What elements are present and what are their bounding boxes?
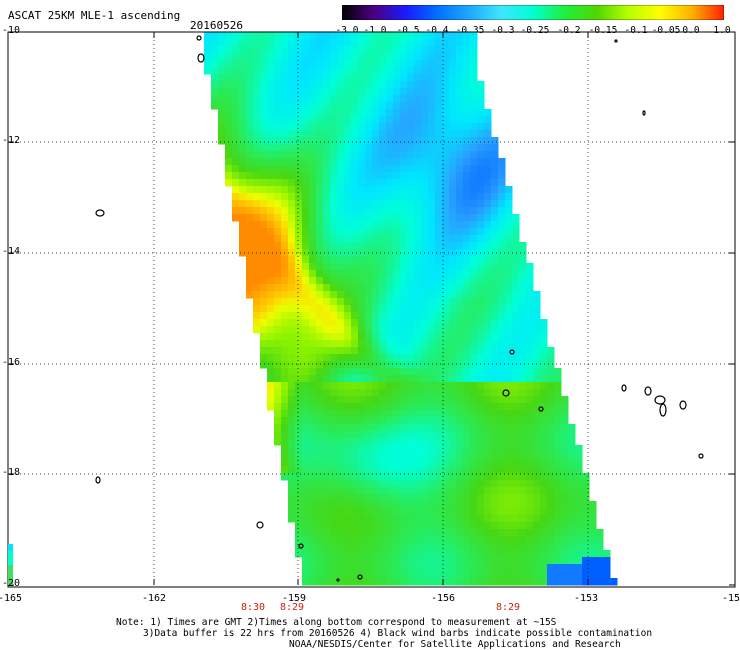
time-tick-label: 8:29 bbox=[495, 602, 521, 613]
note-line-3: NOAA/NESDIS/Center for Satellite Applica… bbox=[289, 639, 621, 650]
latitude-tick-label: -14 bbox=[2, 246, 21, 257]
longitude-tick-label: -150 bbox=[721, 593, 740, 604]
map-title: ASCAT 25KM MLE-1 ascending bbox=[8, 9, 181, 22]
colorbar-tick-label: -0.4 bbox=[425, 25, 449, 36]
latitude-tick-label: -18 bbox=[2, 467, 21, 478]
longitude-tick-label: -165 bbox=[0, 593, 23, 604]
colorbar-tick-label: 1.0 bbox=[713, 25, 731, 36]
latitude-tick-label: -16 bbox=[2, 357, 21, 368]
colorbar-tick-label: -0.5 bbox=[396, 25, 420, 36]
time-tick-label: 8:29 bbox=[279, 602, 305, 613]
colorbar-gradient bbox=[342, 5, 724, 20]
colorbar-tick-label: -0.1 bbox=[624, 25, 648, 36]
wind-swath bbox=[204, 32, 618, 586]
colorbar-tick-label: -0.2 bbox=[557, 25, 581, 36]
colorbar-labels: -3.0 -1.0 -0.5 -0.4 -0.35 -0.3 -0.25 -0.2 -0.15-… bbox=[330, 25, 740, 37]
map-date: 20160526 bbox=[190, 19, 243, 32]
left-color-strip bbox=[8, 544, 13, 585]
colorbar-tick-label: -0.05 bbox=[651, 25, 681, 36]
note-line-2: 3)Data buffer is 22 hrs from 20160526 4)… bbox=[143, 628, 653, 639]
colorbar-tick-label: -3.0 bbox=[335, 25, 359, 36]
latitude-tick-label: -10 bbox=[2, 25, 21, 36]
time-tick-label: 8:30 bbox=[240, 602, 266, 613]
note-line-1: Note: 1) Times are GMT 2)Times along bot… bbox=[116, 617, 557, 628]
colorbar-tick-label: -0.15 bbox=[588, 25, 618, 36]
longitude-tick-label: -159 bbox=[281, 593, 307, 604]
colorbar-tick-label: -0.25 bbox=[520, 25, 550, 36]
colorbar-tick-label: 0.0 bbox=[682, 25, 700, 36]
colorbar-tick-label: -0.35 bbox=[455, 25, 485, 36]
latitude-tick-label: -12 bbox=[2, 135, 21, 146]
longitude-tick-label: -156 bbox=[430, 593, 456, 604]
longitude-tick-label: -153 bbox=[573, 593, 599, 604]
colorbar-tick-label: -1.0 bbox=[363, 25, 387, 36]
colorbar-tick-label: -0.3 bbox=[491, 25, 515, 36]
island-outlines bbox=[95, 35, 704, 582]
colorbar bbox=[342, 5, 724, 20]
latitude-tick-label: -20 bbox=[2, 578, 21, 589]
graticule bbox=[7, 31, 736, 586]
map-frame bbox=[7, 31, 736, 588]
longitude-tick-label: -162 bbox=[141, 593, 167, 604]
